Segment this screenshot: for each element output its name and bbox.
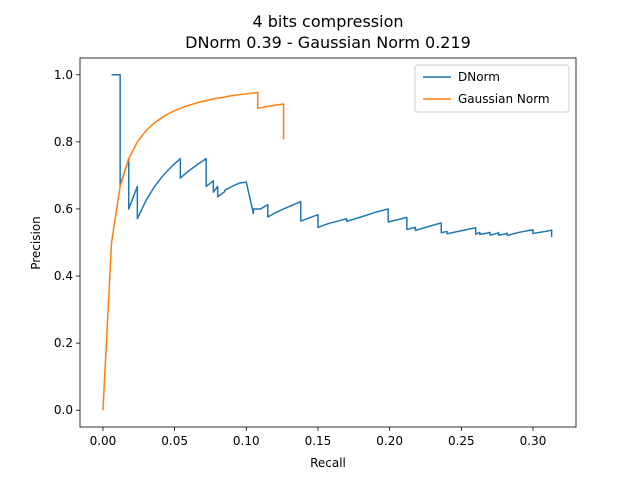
x-tick-label: 0.15 <box>305 434 332 448</box>
x-tick-label: 0.05 <box>161 434 188 448</box>
x-axis-ticks: 0.00 0.05 0.10 0.15 0.20 0.25 0.30 <box>90 427 547 448</box>
x-axis-label: Recall <box>310 456 346 470</box>
series-line-gaussian-norm <box>102 91 285 411</box>
legend-frame <box>414 64 570 113</box>
y-tick-label: 0.4 <box>54 269 73 283</box>
x-tick-label: 0.20 <box>376 434 403 448</box>
plot-area <box>79 57 577 428</box>
x-tick-label: 0.30 <box>520 434 547 448</box>
legend-label: DNorm <box>458 70 500 84</box>
series-line-dnorm <box>111 74 553 238</box>
x-tick-label: 0.10 <box>233 434 260 448</box>
chart-title: 4 bits compression <box>252 12 403 31</box>
chart-subtitle: DNorm 0.39 - Gaussian Norm 0.219 <box>185 33 471 52</box>
x-tick-label: 0.00 <box>90 434 117 448</box>
y-tick-label: 0.2 <box>54 336 73 350</box>
y-tick-label: 1.0 <box>54 68 73 82</box>
x-tick-label: 0.25 <box>448 434 475 448</box>
y-axis-ticks: 0.0 0.2 0.4 0.6 0.8 1.0 <box>54 68 80 417</box>
y-tick-label: 0.8 <box>54 135 73 149</box>
series-layer <box>102 74 553 411</box>
legend: DNorm Gaussian Norm <box>414 64 570 113</box>
legend-label: Gaussian Norm <box>458 92 550 106</box>
y-axis-label: Precision <box>29 216 43 270</box>
y-tick-label: 0.0 <box>54 403 73 417</box>
y-tick-label: 0.6 <box>54 202 73 216</box>
plot-frame <box>79 57 577 428</box>
